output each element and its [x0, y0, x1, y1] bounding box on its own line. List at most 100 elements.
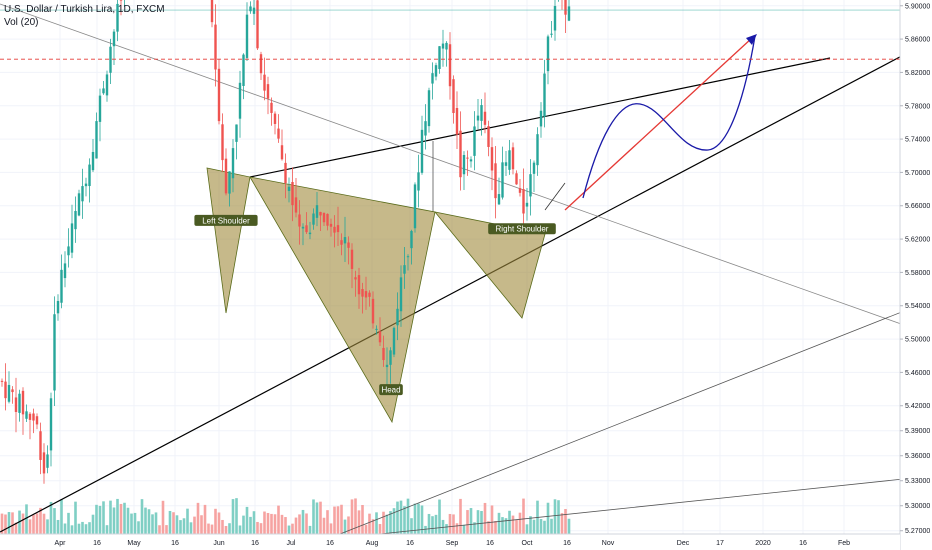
volume-bar [301, 509, 305, 534]
candle [326, 213, 329, 231]
candle-body [46, 454, 49, 468]
candle-body [77, 193, 81, 216]
volume-bar [231, 499, 235, 534]
candle-body [280, 145, 284, 160]
candle [4, 363, 7, 411]
candle [525, 188, 529, 221]
x-tick-label: 16 [563, 540, 571, 547]
candle-body [67, 246, 70, 256]
candle-body [56, 300, 60, 314]
candle-body [308, 232, 312, 235]
candle [81, 168, 84, 219]
candle-body [448, 44, 452, 87]
candle [378, 317, 382, 346]
candle [25, 404, 28, 422]
candles [0, 0, 571, 484]
volume-bar [354, 498, 357, 534]
volume-bar [378, 524, 382, 534]
candle [385, 347, 389, 387]
x-axis[interactable]: Apr 16 May 16 Jun 16 Jul 16 Aug 16 Sep 16 Oct 16 Nov De… [0, 533, 900, 550]
volume-bar [42, 513, 46, 534]
volume-bar [508, 510, 511, 534]
candle-body [550, 33, 553, 35]
candle [53, 296, 56, 407]
y-axis[interactable]: 6.300006.250006.200006.150006.100006.050… [899, 0, 932, 550]
volume-bar [189, 522, 193, 534]
volume-bar [347, 516, 350, 534]
volume-bar [480, 510, 483, 534]
candle [497, 177, 501, 205]
candle [501, 146, 504, 200]
candle [11, 386, 14, 404]
volume-bar [266, 512, 270, 534]
volume-bar [259, 523, 263, 534]
y-tick-label: 5.78000 [905, 103, 930, 110]
candle [553, 0, 557, 41]
volume-bar [329, 523, 333, 534]
candle-body [546, 36, 550, 72]
volume-bar [25, 504, 28, 534]
candle [329, 218, 333, 237]
candle-body [291, 182, 294, 206]
candle-body [392, 327, 396, 355]
x-tick-label: Aug [366, 540, 379, 547]
volume-bar [32, 514, 35, 534]
candle [504, 150, 508, 177]
volume-bar [130, 513, 133, 534]
y-tick-label: 5.42000 [905, 403, 930, 410]
volume-bar [256, 521, 259, 534]
x-tick-label: 16 [251, 540, 259, 547]
volume-bar [88, 522, 91, 534]
volume-bar [455, 523, 459, 534]
candle-body [382, 347, 385, 361]
candle [294, 177, 298, 218]
candle-body [361, 289, 364, 297]
x-tick-label: 16 [406, 540, 414, 547]
candle [228, 171, 231, 207]
candle [84, 177, 88, 197]
candle [406, 254, 410, 271]
hs-triangle [433, 211, 546, 319]
volume-bar [123, 502, 126, 534]
candle [427, 87, 431, 133]
y-tick-label: 5.54000 [905, 303, 930, 310]
volume-bar [399, 500, 403, 534]
volume-bar [186, 508, 189, 534]
candle-body [249, 6, 252, 12]
candle-body [445, 42, 448, 50]
candle-body [368, 292, 371, 297]
candle-body [434, 65, 438, 77]
candle-body [518, 188, 522, 193]
volume-bar [60, 499, 63, 534]
candle [35, 413, 39, 430]
y-tick-label: 5.30000 [905, 503, 930, 510]
candle [382, 335, 385, 367]
volume-bar [336, 506, 340, 534]
pattern-label: Left Shoulder [194, 214, 258, 226]
volume-bar [333, 506, 336, 534]
hs-triangle [249, 176, 436, 424]
candle [536, 127, 539, 176]
candle [371, 291, 375, 329]
volume-bar [203, 504, 207, 534]
candle-body [532, 162, 536, 174]
candle [350, 243, 354, 289]
candle-body [389, 350, 392, 365]
candle [277, 114, 280, 143]
candle [340, 233, 343, 256]
volume-indicator-label[interactable]: Vol (20) [4, 17, 39, 28]
volume-bar [14, 522, 18, 534]
candle [238, 70, 242, 138]
candle-body [91, 151, 95, 171]
volume-bar [172, 512, 175, 534]
candle [473, 111, 476, 171]
volume-bar [476, 510, 480, 534]
volume-bar [424, 525, 427, 534]
candle-body [424, 121, 427, 136]
candle-body [245, 14, 249, 58]
volume-bar [109, 500, 112, 534]
candle-body [60, 269, 63, 303]
candle [46, 445, 49, 474]
volume-bar [28, 519, 32, 534]
